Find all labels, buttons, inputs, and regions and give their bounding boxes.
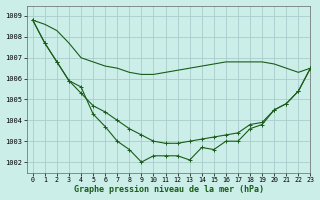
X-axis label: Graphe pression niveau de la mer (hPa): Graphe pression niveau de la mer (hPa): [74, 185, 264, 194]
